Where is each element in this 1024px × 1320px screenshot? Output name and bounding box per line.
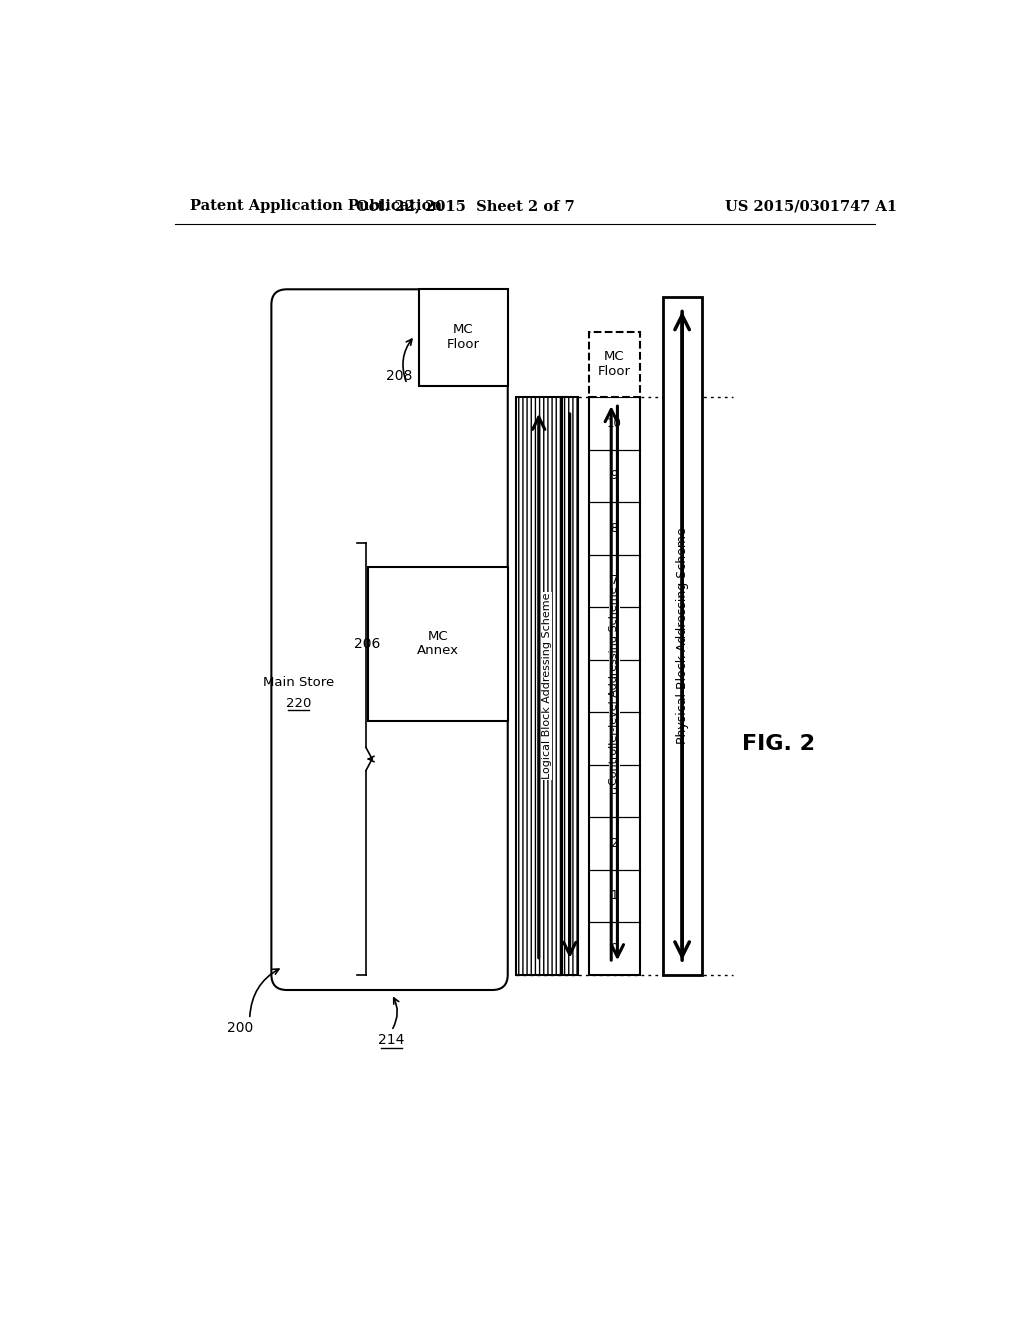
Text: 4: 4	[610, 731, 618, 744]
Text: 3: 3	[610, 784, 618, 797]
Text: MC
Floor: MC Floor	[446, 323, 479, 351]
Bar	[589, 397, 640, 974]
Text: Main Store: Main Store	[263, 676, 334, 689]
Bar	[562, 397, 578, 974]
Text: Oct. 22, 2015  Sheet 2 of 7: Oct. 22, 2015 Sheet 2 of 7	[355, 199, 574, 213]
Text: MC
Annex: MC Annex	[417, 630, 459, 657]
FancyBboxPatch shape	[271, 289, 508, 990]
Text: 214: 214	[378, 1034, 404, 1047]
Bar	[419, 289, 508, 385]
Text: Logical Block Addressing Scheme: Logical Block Addressing Scheme	[542, 593, 552, 779]
Text: Patent Application Publication: Patent Application Publication	[190, 199, 442, 213]
Text: 206: 206	[353, 636, 380, 651]
Text: US 2015/0301747 A1: US 2015/0301747 A1	[725, 199, 897, 213]
Text: 1: 1	[610, 890, 618, 903]
Text: 10: 10	[607, 417, 622, 430]
Bar	[589, 331, 640, 397]
Text: 208: 208	[386, 370, 413, 383]
Bar	[515, 397, 562, 974]
Text: 200: 200	[227, 1022, 254, 1035]
Text: 2: 2	[610, 837, 618, 850]
Bar	[369, 566, 508, 721]
Text: 5: 5	[610, 680, 618, 693]
Bar	[663, 297, 701, 974]
Text: Controller-level Addressing Scheme: Controller-level Addressing Scheme	[609, 586, 620, 785]
Text: 7: 7	[610, 574, 618, 587]
Text: 0: 0	[610, 942, 618, 954]
Text: 220: 220	[286, 697, 311, 710]
Text: 8: 8	[610, 521, 618, 535]
Text: MC
Floor: MC Floor	[598, 350, 631, 379]
Text: 9: 9	[610, 470, 618, 482]
Text: 6: 6	[610, 627, 618, 640]
Text: FIG. 2: FIG. 2	[742, 734, 815, 754]
Text: Physical Block Addressing Scheme: Physical Block Addressing Scheme	[676, 528, 688, 744]
